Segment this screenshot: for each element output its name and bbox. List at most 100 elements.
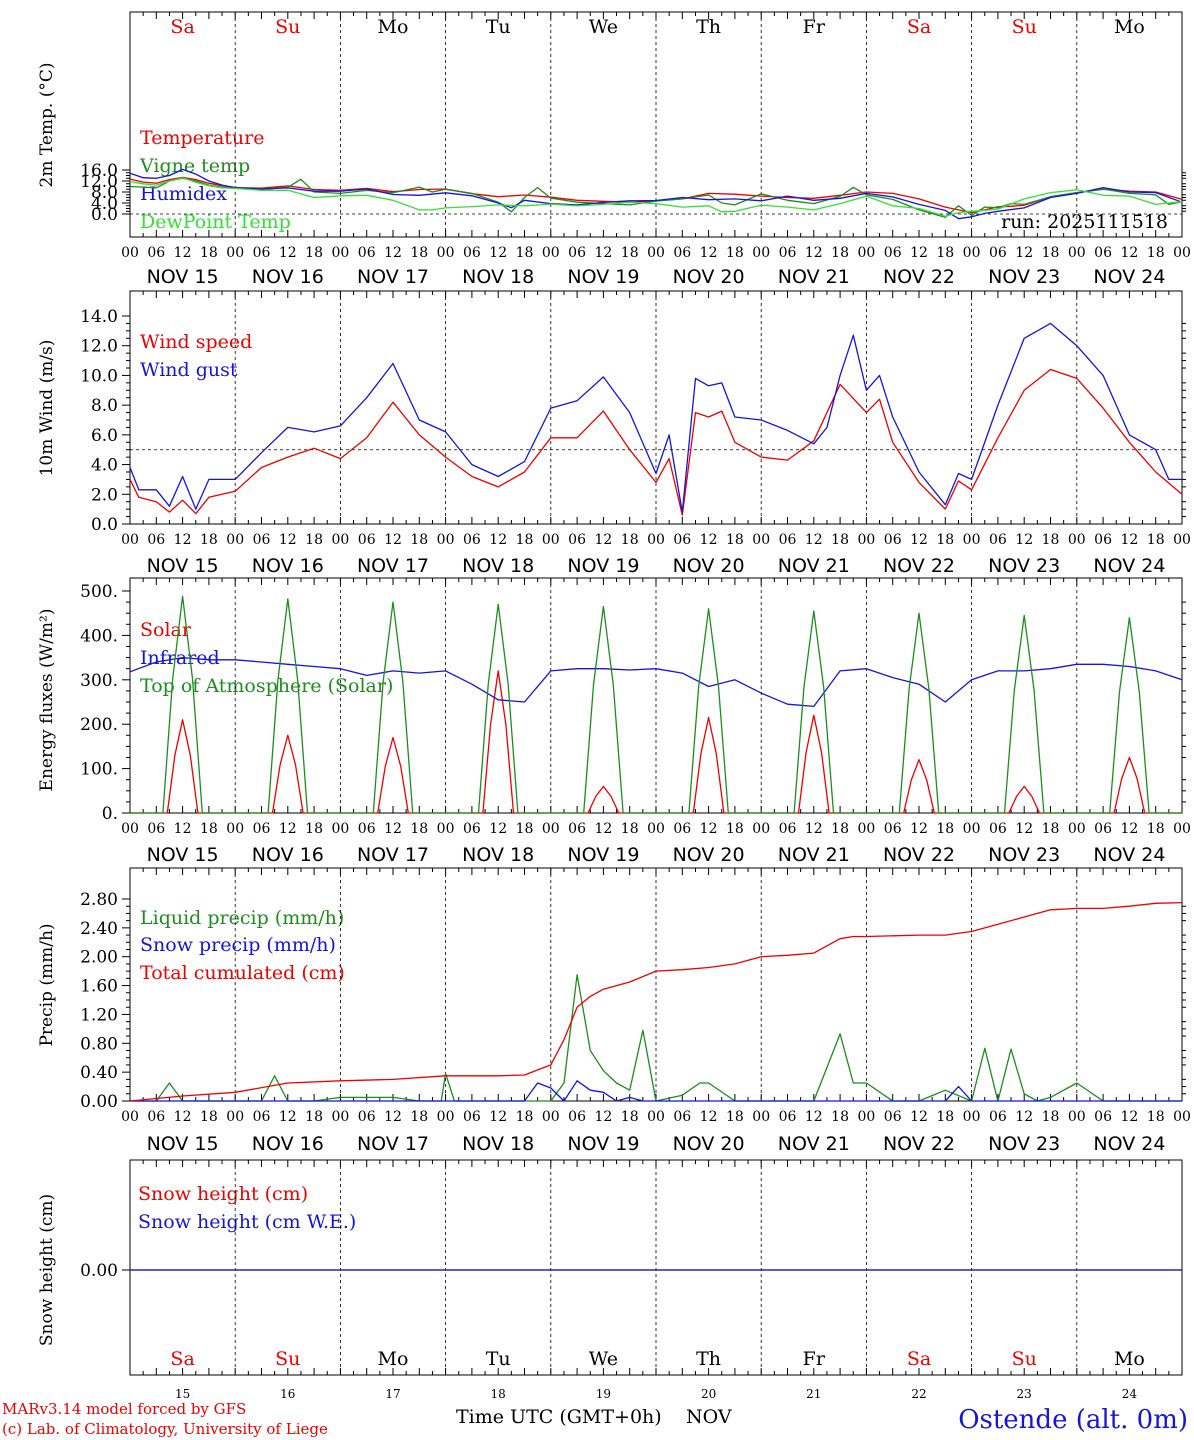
x-hour-label: 06 <box>147 245 165 261</box>
x-date-label: NOV 23 <box>988 844 1060 866</box>
x-hour-label: 06 <box>568 245 586 261</box>
precip-y-label: Precip (mm/h) <box>37 923 57 1046</box>
y-tick-label: 500. <box>80 582 118 602</box>
lab-credit: (c) Lab. of Climatology, University of L… <box>2 1420 328 1438</box>
x-date-label: NOV 21 <box>778 555 850 577</box>
x-hour-label: 12 <box>1120 1109 1138 1125</box>
x-hour-label: 06 <box>1094 245 1112 261</box>
x-hour-label: 18 <box>936 1109 954 1125</box>
x-hour-label: 00 <box>963 245 981 261</box>
legend-snow-precip: Snow precip (mm/h) <box>140 934 336 956</box>
x-hour-label: 12 <box>279 1109 297 1125</box>
y-tick-label: 12.0 <box>80 172 118 192</box>
x-hour-label: 00 <box>437 1109 455 1125</box>
x-hour-label: 06 <box>779 821 797 837</box>
legend-solar: Solar <box>140 619 192 641</box>
legend-vigne-temp: Vigne temp <box>139 155 250 177</box>
x-hour-label: 12 <box>594 821 612 837</box>
series-total-cumulated-cm <box>129 901 1183 1102</box>
wind-y-label: 10m Wind (m/s) <box>37 340 57 477</box>
x-hour-label: 18 <box>621 821 639 837</box>
x-hour-label: 12 <box>174 821 192 837</box>
y-tick-label: 10.0 <box>80 366 118 386</box>
x-hour-label: 12 <box>279 821 297 837</box>
day-number: 22 <box>911 1387 926 1401</box>
x-hour-label: 18 <box>516 821 534 837</box>
x-hour-label: 06 <box>463 245 481 261</box>
day-name-top: Su <box>275 16 300 38</box>
x-hour-label: 18 <box>621 532 639 548</box>
x-hour-label: 12 <box>805 245 823 261</box>
x-date-label: NOV 22 <box>883 555 955 577</box>
x-date-label: NOV 24 <box>1093 844 1165 866</box>
y-tick-label: 8.0 <box>91 183 118 203</box>
x-hour-label: 12 <box>594 245 612 261</box>
x-hour-label: 18 <box>410 821 428 837</box>
x-hour-label: 00 <box>542 245 560 261</box>
x-date-label: NOV 21 <box>778 844 850 866</box>
day-name-top: Tu <box>486 16 511 38</box>
day-number: 19 <box>596 1387 611 1401</box>
x-hour-label: 06 <box>358 821 376 837</box>
series-infrared <box>129 656 1183 708</box>
x-hour-label: 18 <box>305 821 323 837</box>
day-name-bottom: Sa <box>907 1348 931 1370</box>
x-hour-label: 12 <box>384 821 402 837</box>
x-hour-label: 00 <box>752 532 770 548</box>
y-tick-label: 0.00 <box>80 1092 118 1112</box>
x-hour-label: 12 <box>1015 821 1033 837</box>
y-tick-label: 0.00 <box>80 1261 118 1281</box>
day-number: 21 <box>806 1387 821 1401</box>
day-name-bottom: Sa <box>170 1348 194 1370</box>
x-date-label: NOV 22 <box>883 266 955 288</box>
station-label: Ostende (alt. 0m) <box>958 1405 1188 1435</box>
x-date-label: NOV 17 <box>357 555 429 577</box>
x-hour-label: 00 <box>1068 532 1086 548</box>
wind-panel: 10m Wind (m/s) Wind speed Wind gust <box>37 290 1183 525</box>
x-hour-label: 00 <box>437 245 455 261</box>
x-date-label: NOV 19 <box>567 844 639 866</box>
x-hour-label: 06 <box>989 1109 1007 1125</box>
x-hour-label: 18 <box>410 245 428 261</box>
x-date-label: NOV 23 <box>988 555 1060 577</box>
x-hour-label: 12 <box>1120 245 1138 261</box>
x-hour-label: 06 <box>884 1109 902 1125</box>
x-hour-label: 12 <box>174 245 192 261</box>
x-hour-label: 12 <box>805 821 823 837</box>
y-tick-label: 0.0 <box>91 205 118 225</box>
x-hour-label: 00 <box>647 1109 665 1125</box>
x-hour-label: 00 <box>857 1109 875 1125</box>
y-tick-label: 100. <box>80 760 118 780</box>
day-number: 24 <box>1122 1387 1138 1401</box>
x-hour-label: 12 <box>384 245 402 261</box>
day-name-bottom: Su <box>1012 1348 1037 1370</box>
y-tick-label: 1.60 <box>80 977 118 997</box>
time-axis-label: Time UTC (GMT+0h) <box>456 1406 662 1428</box>
y-tick-label: 8.0 <box>91 396 118 416</box>
x-hour-label: 00 <box>752 821 770 837</box>
x-hour-label: 00 <box>542 1109 560 1125</box>
x-hour-label: 00 <box>647 245 665 261</box>
day-name-top: Su <box>1012 16 1037 38</box>
x-hour-label: 12 <box>1120 821 1138 837</box>
day-name-top: Sa <box>907 16 931 38</box>
x-date-label: NOV 24 <box>1093 555 1165 577</box>
legend-dewpoint-temp: DewPoint Temp <box>140 211 291 233</box>
x-hour-label: 12 <box>1015 1109 1033 1125</box>
x-hour-label: 06 <box>884 245 902 261</box>
x-hour-label: 00 <box>331 532 349 548</box>
day-name-top: Mo <box>1114 16 1145 38</box>
model-credit: MARv3.14 model forced by GFS <box>2 1400 246 1418</box>
day-number: 15 <box>175 1387 190 1401</box>
snow-panel: Snow height (cm) Snow height (cm) Snow h… <box>37 1159 1183 1376</box>
x-hour-label: 18 <box>1042 1109 1060 1125</box>
x-date-label: NOV 15 <box>147 555 219 577</box>
x-hour-label: 06 <box>358 245 376 261</box>
x-hour-label: 12 <box>910 1109 928 1125</box>
day-number: 20 <box>701 1387 716 1401</box>
x-date-label: NOV 21 <box>778 1133 850 1155</box>
x-hour-label: 18 <box>305 245 323 261</box>
x-date-label: NOV 16 <box>252 1133 324 1155</box>
x-hour-label: 12 <box>700 245 718 261</box>
x-hour-label: 06 <box>779 532 797 548</box>
